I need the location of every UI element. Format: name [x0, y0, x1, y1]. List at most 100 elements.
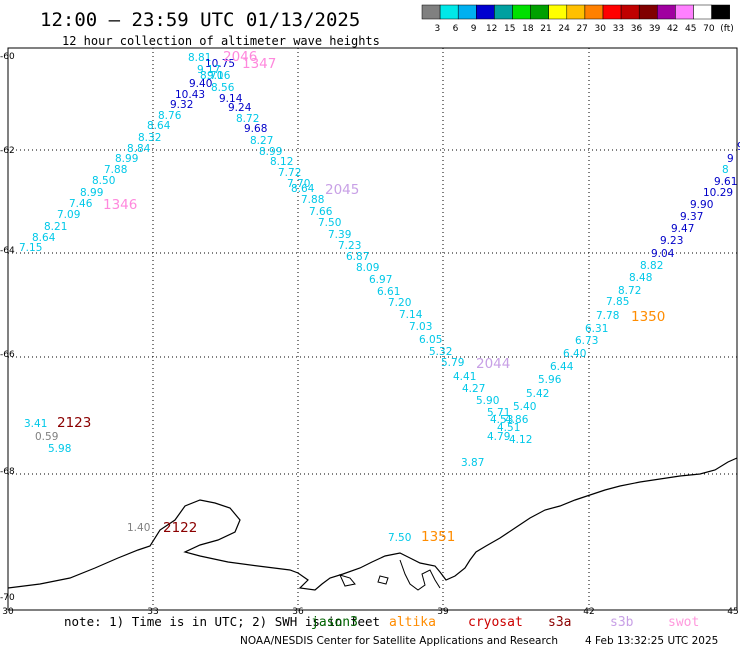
swh-value: 6.97 — [369, 274, 392, 286]
swh-value: 9.24 — [228, 102, 252, 114]
x-tick-label: 39 — [437, 607, 449, 617]
swh-value: 8.21 — [44, 221, 67, 233]
satellite-label: s3a — [548, 615, 571, 630]
footer-timestamp: 4 Feb 13:32:25 UTC 2025 — [585, 635, 718, 647]
swh-value: 7.70 — [287, 178, 310, 190]
swh-value: 4.27 — [462, 383, 485, 395]
footer-credit: NOAA/NESDIS Center for Satellite Applica… — [240, 635, 558, 647]
scale-label: 15 — [504, 24, 515, 34]
swh-value: 8.64 — [291, 183, 315, 195]
swh-value: 9.41 — [737, 141, 740, 153]
track-time-label: 2123 — [57, 415, 91, 431]
scale-swatch — [584, 4, 604, 20]
swh-value: 9.37 — [680, 211, 703, 223]
swh-value: 9.61 — [714, 176, 737, 188]
x-tick-label: 30 — [2, 607, 14, 617]
swh-value: 7.85 — [606, 296, 629, 308]
swh-value: 4.51 — [497, 422, 520, 434]
swh-value: 9.14 — [219, 93, 243, 105]
satellite-label: altika — [389, 615, 436, 630]
scale-swatch — [566, 4, 586, 20]
swh-value: 7.23 — [338, 240, 361, 252]
scale-swatch — [457, 4, 477, 20]
scale-swatch — [675, 4, 694, 20]
swh-value: 7.15 — [19, 242, 42, 254]
coastline-island — [339, 574, 356, 587]
swh-value: 8 — [722, 164, 729, 176]
swh-value: 6.73 — [575, 335, 598, 347]
scale-swatch — [530, 4, 549, 20]
swh-value: 10.29 — [703, 187, 733, 199]
satellite-label: s3b — [610, 615, 634, 630]
x-axis-ticks: 30 33 36 39 42 45 — [2, 607, 738, 617]
y-axis-ticks: -60 -62 -64 -66 -68 -70 — [0, 52, 15, 603]
swh-value: 7.46 — [69, 198, 93, 210]
swh-value: 7.66 — [309, 206, 333, 218]
antarctic-coastline — [7, 457, 738, 591]
swh-value: 6.40 — [563, 348, 586, 360]
swh-value: 5.42 — [526, 388, 549, 400]
swh-value: 9.17 — [197, 64, 220, 76]
graticule — [8, 48, 737, 610]
scale-label: 12 — [486, 24, 497, 34]
track-time-label: 1346 — [103, 197, 137, 213]
map-frame — [7, 47, 738, 611]
swh-value: 7.20 — [388, 297, 411, 309]
swh-value: 8.56 — [211, 82, 235, 94]
satellite-label: jason3 — [311, 615, 358, 630]
swh-value: 8.27 — [250, 135, 273, 147]
scale-label: 45 — [685, 24, 696, 34]
swh-value: 4.86 — [505, 414, 529, 426]
scale-swatch — [476, 4, 495, 20]
swh-value: 9.90 — [690, 199, 713, 211]
swh-value: 4.53 — [490, 414, 513, 426]
scale-swatch — [512, 4, 531, 20]
swh-value: 6.05 — [419, 334, 442, 346]
track-time-label: 2045 — [325, 182, 359, 198]
scale-swatch — [657, 4, 676, 20]
page-title: 12:00 — 23:59 UTC 01/13/2025 — [40, 9, 360, 31]
swh-value: 7.88 — [104, 164, 127, 176]
swh-value: 7.09 — [57, 209, 80, 221]
swh-value: 5.98 — [48, 443, 71, 455]
swh-value: 6.44 — [550, 361, 574, 373]
swh-value: 9.16 — [207, 70, 231, 82]
swh-value: 6.87 — [346, 251, 369, 263]
swh-value: 8.32 — [138, 132, 161, 144]
swh-value: 5.40 — [513, 401, 536, 413]
track-time-label: 1350 — [631, 309, 665, 325]
swh-value: 7.14 — [399, 309, 423, 321]
scale-label: 24 — [558, 24, 570, 34]
page-subtitle: 12 hour collection of altimeter wave hei… — [62, 34, 380, 48]
coastline-island-2 — [377, 575, 389, 585]
swh-value: 0.59 — [35, 431, 58, 443]
swh-value: 10.43 — [175, 89, 205, 101]
swh-value: 8.50 — [92, 175, 115, 187]
swh-value: 8.64 — [32, 232, 56, 244]
scale-swatch — [494, 4, 513, 20]
color-scale — [421, 4, 730, 20]
y-tick-label: -64 — [0, 246, 15, 256]
swh-value: 7.50 — [318, 217, 341, 229]
scale-label: 30 — [595, 24, 607, 34]
scale-label: 27 — [576, 24, 587, 34]
track-time-label: 1347 — [242, 56, 276, 72]
swh-value: 8.99 — [80, 187, 103, 199]
scale-label: 6 — [453, 24, 459, 34]
swh-value: 8.70 — [200, 70, 223, 82]
track-time-label: 2122 — [163, 520, 197, 536]
swh-value: 7.72 — [278, 167, 301, 179]
swh-value: 8.09 — [356, 262, 379, 274]
footer-note: note: 1) Time is in UTC; 2) SWH is in fe… — [64, 614, 380, 629]
swh-value: 8.48 — [629, 272, 652, 284]
y-tick-label: -66 — [0, 350, 15, 360]
swh-value: 6.61 — [377, 286, 400, 298]
scale-label: 36 — [631, 24, 643, 34]
x-tick-label: 42 — [583, 607, 594, 617]
x-tick-label: 45 — [727, 607, 738, 617]
color-scale-labels: 3 6 9 12 15 18 21 24 27 30 33 36 39 42 45 70 (ft) — [435, 24, 734, 34]
swh-value: 3.87 — [461, 457, 484, 469]
y-tick-label: -70 — [0, 593, 15, 603]
swh-value: 5.32 — [429, 346, 452, 358]
